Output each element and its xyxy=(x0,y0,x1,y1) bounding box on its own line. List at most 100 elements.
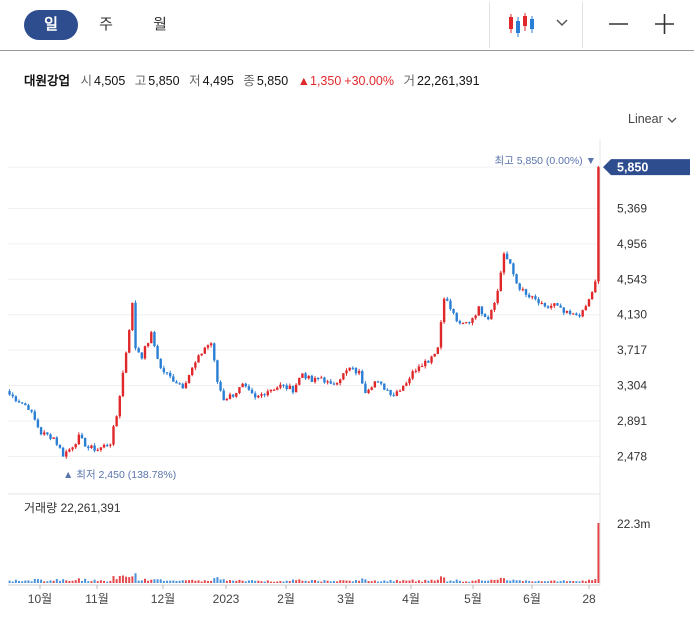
candle-body xyxy=(383,383,386,390)
x-tick-label: 28 xyxy=(582,592,596,606)
candle-body xyxy=(191,367,194,376)
candle-body xyxy=(146,343,150,347)
candle-body xyxy=(480,306,484,315)
plus-icon[interactable] xyxy=(650,10,680,40)
tab-weekly[interactable]: 주 xyxy=(99,16,113,33)
volume-bar xyxy=(8,580,11,583)
candle-body xyxy=(260,394,263,396)
candle-body xyxy=(20,402,24,404)
candle-body xyxy=(93,445,96,451)
candle-body xyxy=(452,308,455,313)
candle-body xyxy=(301,373,304,378)
volume-bar xyxy=(301,580,304,583)
candle-body xyxy=(118,396,121,417)
chevron-down-icon xyxy=(667,117,677,123)
volume-bar xyxy=(354,580,357,583)
candle-body xyxy=(90,445,93,449)
candle-body xyxy=(156,346,159,359)
volume-bar xyxy=(84,578,87,583)
candle-body xyxy=(461,323,465,325)
candle-body xyxy=(276,387,279,390)
candle-body xyxy=(298,377,301,385)
volume-bar xyxy=(534,581,537,583)
volume-bar xyxy=(556,581,559,583)
y-tick-label: 4,543 xyxy=(617,272,647,286)
scale-mode-dropdown[interactable]: Linear xyxy=(628,112,678,126)
candlestick-chart-icon[interactable] xyxy=(507,11,537,39)
candle-body xyxy=(559,305,562,308)
volume-bar xyxy=(109,580,112,583)
candle-body xyxy=(168,372,172,377)
volume-bar xyxy=(285,580,288,583)
volume-bar xyxy=(487,580,490,583)
volume-bar xyxy=(106,581,109,583)
volume-value: 22,261,391 xyxy=(416,74,480,88)
candle-body xyxy=(537,299,540,304)
candle-body xyxy=(228,394,232,399)
volume-bar xyxy=(14,579,17,583)
volume-bar xyxy=(310,580,313,583)
candle-body xyxy=(594,281,597,293)
candle-body xyxy=(395,391,399,396)
minus-icon[interactable] xyxy=(604,10,634,40)
candle-body xyxy=(483,314,487,318)
candle-body xyxy=(128,330,131,353)
volume-bar xyxy=(528,580,531,583)
chevron-down-icon[interactable] xyxy=(552,13,572,33)
volume-bar xyxy=(427,580,430,583)
volume-bar xyxy=(241,580,244,583)
tab-daily[interactable]: 일 xyxy=(24,10,78,40)
volume-bar xyxy=(279,581,282,583)
high-label: 고 xyxy=(134,74,147,88)
candle-body xyxy=(392,394,395,396)
tab-monthly[interactable]: 월 xyxy=(153,16,167,33)
candle-body xyxy=(310,375,314,382)
volume-bar xyxy=(166,580,169,583)
candle-body xyxy=(442,298,446,323)
scale-mode-label: Linear xyxy=(628,112,663,126)
volume-bar xyxy=(93,579,96,583)
volume-bar xyxy=(565,581,568,583)
volume-bar xyxy=(584,581,587,583)
volume-bar xyxy=(229,580,231,583)
volume-bar xyxy=(572,581,575,583)
candle-body xyxy=(153,332,156,347)
candle-body xyxy=(235,393,238,397)
y-tick-label: 4,130 xyxy=(617,308,647,322)
volume-bar xyxy=(512,579,515,583)
volume-bar xyxy=(559,581,562,583)
volume-bar xyxy=(452,581,455,583)
volume-bar xyxy=(121,575,124,583)
candle-body xyxy=(143,346,147,359)
volume-bar xyxy=(414,581,417,583)
candle-body xyxy=(549,305,553,308)
volume-bar xyxy=(525,580,527,583)
candle-body xyxy=(134,302,137,349)
volume-bar xyxy=(537,580,540,583)
volume-bar xyxy=(339,580,342,583)
x-tick-label: 3월 xyxy=(337,592,355,606)
volume-bar xyxy=(18,580,21,583)
volume-bar xyxy=(257,580,260,583)
volume-bar xyxy=(383,580,386,583)
candle-body xyxy=(216,360,219,382)
volume-bar xyxy=(153,579,156,583)
volume-bar xyxy=(219,579,222,583)
candle-body xyxy=(109,444,112,446)
volume-bar xyxy=(468,581,471,583)
candle-body xyxy=(556,303,559,306)
volume-bar xyxy=(266,580,269,583)
candle-body xyxy=(33,411,36,420)
candle-body xyxy=(244,383,247,387)
volume-bar xyxy=(260,581,263,583)
volume-bar xyxy=(103,580,106,583)
candle-body xyxy=(131,302,134,331)
volume-bar xyxy=(134,573,137,583)
volume-bar xyxy=(421,581,424,583)
volume-bar xyxy=(367,581,370,583)
volume-bar xyxy=(361,578,364,583)
volume-bar xyxy=(581,580,584,583)
candle-body xyxy=(14,396,18,402)
volume-bar xyxy=(203,580,206,583)
high-price-annotation: 최고 5,850 (0.00%) ▼ xyxy=(494,155,596,167)
